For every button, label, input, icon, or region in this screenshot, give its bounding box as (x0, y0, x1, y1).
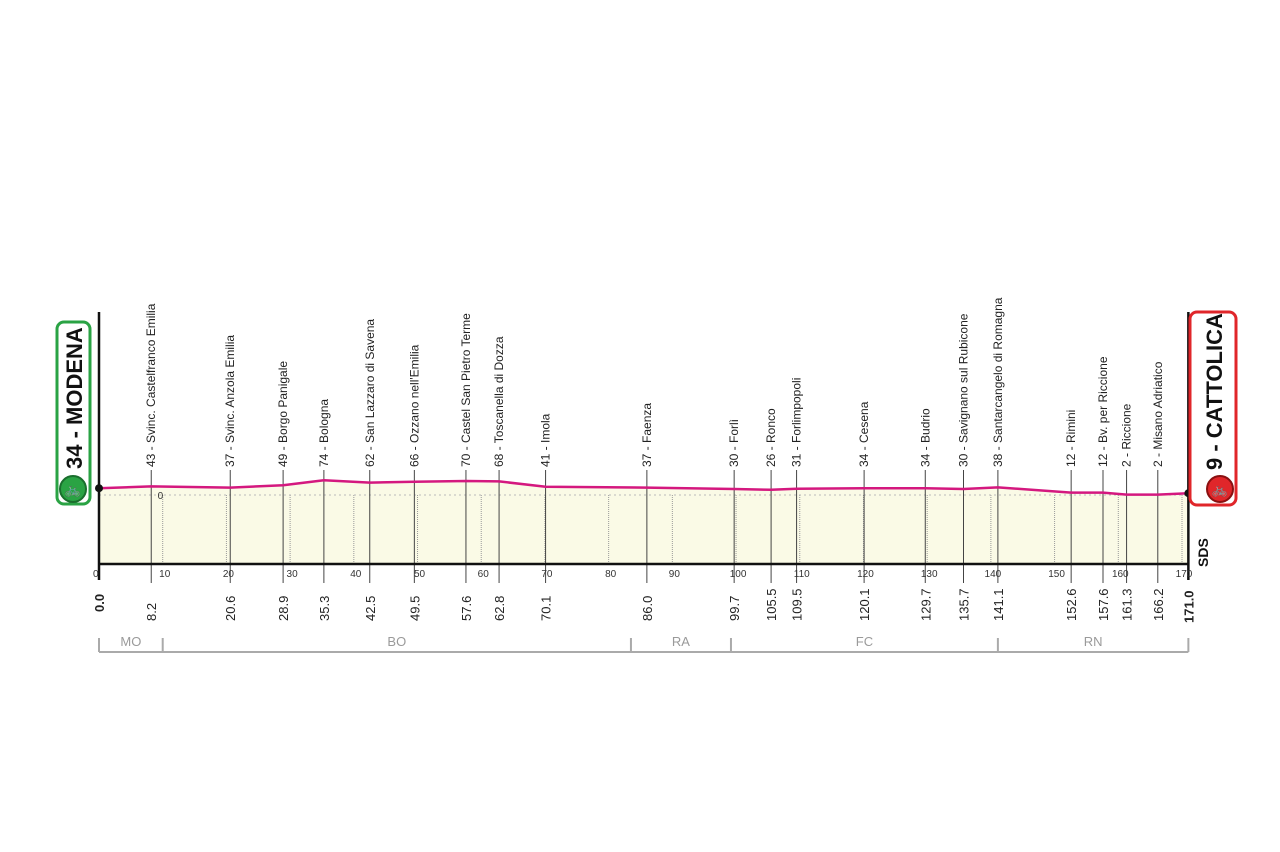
waypoint-km-label: 42.5 (363, 596, 378, 621)
waypoint-km-label: 105.5 (764, 588, 779, 621)
waypoint-label: 30 - Savignano sul Rubicone (956, 313, 970, 467)
x-tick-label: 150 (1048, 569, 1065, 580)
x-tick-label: 40 (350, 569, 362, 580)
waypoint-km-label: 120.1 (857, 588, 872, 621)
x-tick-label: 140 (985, 569, 1002, 580)
start-marker (95, 484, 103, 493)
waypoint-label: 74 - Bologna (317, 399, 331, 467)
waypoint-label: 62 - San Lazzaro di Savena (363, 319, 377, 467)
waypoint-label: 2 - Misano Adriatico (1151, 361, 1165, 467)
x-tick-label: 30 (287, 569, 299, 580)
waypoint-label: 43 - Svinc. Castelfranco Emilia (144, 303, 158, 467)
x-tick-label: 10 (159, 569, 171, 580)
x-tick-label: 100 (730, 569, 747, 580)
profile-area (99, 480, 1189, 564)
x-tick-label: 170 (1176, 569, 1193, 580)
waypoint-km-label: 8.2 (144, 603, 159, 621)
waypoint-label: 26 - Ronco (764, 408, 778, 467)
waypoint-label: 30 - Forlì (727, 419, 741, 467)
province-label: MO (120, 634, 141, 649)
x-tick-label: 0 (93, 569, 99, 580)
profile-line (98, 478, 1189, 496)
waypoint-label: 34 - Cesena (857, 401, 871, 467)
start-km-label: 0.0 (92, 594, 107, 612)
waypoint-label: 34 - Budrio (918, 408, 932, 467)
finish-box (1188, 310, 1238, 507)
waypoint-km-label: 152.6 (1064, 588, 1079, 621)
waypoint-label: 70 - Castel San Pietro Terme (459, 313, 473, 467)
waypoint-label: 38 - Santarcangelo di Romagna (991, 297, 1005, 467)
sea-level-label: 0 (158, 491, 164, 502)
cyclist-finish-icon-glyph: 🚲 (1212, 482, 1228, 497)
province-label: RN (1084, 634, 1103, 649)
x-tick-label: 120 (857, 569, 874, 580)
waypoint-km-label: 35.3 (317, 596, 332, 621)
waypoint-km-label: 49.5 (407, 596, 422, 621)
province-label: FC (856, 634, 873, 649)
x-tick-label: 20 (223, 569, 235, 580)
start-label: 34 - MODENA (62, 327, 87, 469)
waypoint-km-label: 70.1 (539, 596, 554, 621)
waypoint-km-label: 135.7 (956, 588, 971, 621)
waypoint-label: 12 - Bv. per Riccione (1096, 356, 1110, 467)
waypoint-label: 2 - Riccione (1120, 403, 1134, 467)
waypoint-km-label: 86.0 (640, 596, 655, 621)
waypoint-km-label: 109.5 (790, 588, 805, 621)
province-label: BO (387, 634, 406, 649)
cyclist-finish-icon (1206, 475, 1234, 503)
x-tick-label: 90 (669, 569, 681, 580)
x-tick-label: 130 (921, 569, 938, 580)
start-box (55, 320, 92, 506)
waypoint-label: 12 - Rimini (1064, 410, 1078, 467)
x-tick-label: 60 (478, 569, 490, 580)
waypoint-km-label: 20.6 (223, 596, 238, 621)
waypoint-km-label: 157.6 (1096, 588, 1111, 621)
waypoint-label: 66 - Ozzano nell'Emilia (407, 344, 421, 467)
waypoint-km-label: 57.6 (459, 596, 474, 621)
finish-label: 9 - CATTOLICA (1202, 313, 1227, 470)
waypoint-km-label: 129.7 (918, 588, 933, 621)
waypoint-km-label: 166.2 (1151, 588, 1166, 621)
x-tick-label: 70 (541, 569, 553, 580)
waypoint-km-label: 161.3 (1120, 588, 1135, 621)
waypoint-label: 41 - Imola (539, 413, 553, 467)
cyclist-icon-glyph: 🚲 (65, 482, 81, 497)
waypoint-km-label: 99.7 (727, 596, 742, 621)
waypoint-km-label: 28.9 (276, 596, 291, 621)
waypoint-label: 37 - Faenza (640, 403, 654, 467)
x-tick-label: 50 (414, 569, 426, 580)
cyclist-icon (59, 475, 87, 503)
waypoint-label: 68 - Toscanella di Dozza (492, 336, 506, 467)
waypoint-km-label: 141.1 (991, 588, 1006, 621)
x-tick-label: 110 (794, 569, 810, 580)
waypoint-label: 37 - Svinc. Anzola Emilia (223, 335, 237, 467)
x-tick-label: 80 (605, 569, 617, 580)
waypoint-label: 49 - Borgo Panigale (276, 361, 290, 467)
waypoint-km-label: 62.8 (492, 596, 507, 621)
waypoint-label: 31 - Forlimpopoli (790, 378, 804, 467)
x-tick-label: 160 (1112, 569, 1129, 580)
province-label: RA (672, 634, 690, 649)
brand-logo: SDS (1195, 538, 1211, 567)
finish-km-label: 171.0 (1181, 590, 1196, 623)
